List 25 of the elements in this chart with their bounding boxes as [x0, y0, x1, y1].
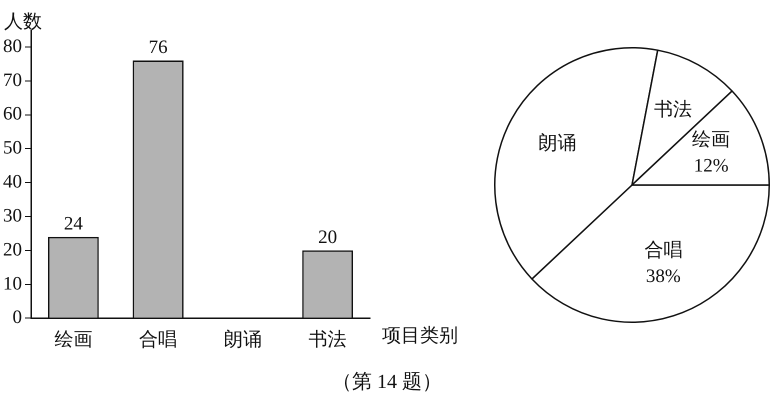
- data-label: 12%: [694, 156, 729, 177]
- y-tick-label: 80: [3, 36, 22, 57]
- slice-label: 书法: [654, 99, 692, 120]
- data-label: 24: [64, 213, 84, 234]
- x-tick-label: 绘画: [54, 330, 92, 351]
- slice-label: 合唱: [644, 240, 682, 262]
- text: （第 14 题）: [331, 370, 443, 395]
- y-tick-label: 30: [3, 205, 22, 226]
- x-tick-label: 合唱: [139, 330, 178, 351]
- data-label: 76: [148, 37, 168, 58]
- data-label: 38%: [646, 266, 681, 288]
- y-tick-label: 10: [3, 273, 22, 294]
- slice-label: 绘画: [692, 130, 730, 151]
- x-tick-label: 书法: [308, 330, 347, 351]
- x-axis-title: 项目类别: [382, 326, 458, 347]
- y-tick-label: 60: [3, 104, 22, 125]
- y-tick-label: 40: [3, 172, 22, 193]
- y-tick-label: 20: [3, 239, 22, 260]
- y-tick-label: 70: [3, 70, 22, 91]
- y-tick-label: 0: [12, 307, 22, 328]
- data-label: 20: [318, 226, 338, 248]
- x-tick-label: 朗诵: [224, 328, 262, 351]
- slice-label: 朗诵: [538, 132, 576, 154]
- y-axis-title: 人数: [4, 11, 42, 32]
- y-tick-label: 50: [3, 138, 22, 159]
